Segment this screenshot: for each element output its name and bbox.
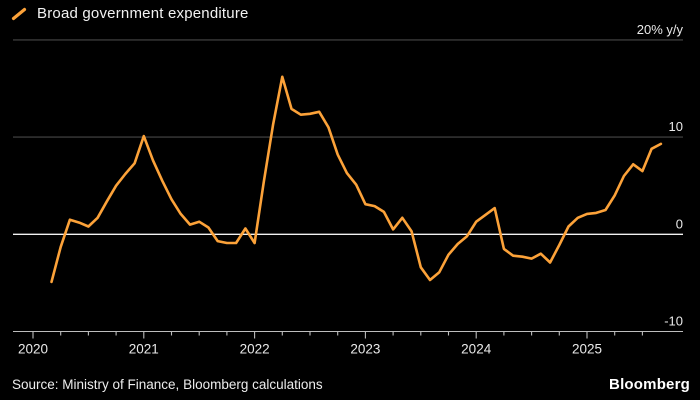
- x-tick-label-2023: 2023: [350, 342, 380, 357]
- source-text: Source: Ministry of Finance, Bloomberg c…: [12, 377, 323, 392]
- legend-marker-icon: [11, 7, 27, 20]
- x-tick-label-2021: 2021: [129, 342, 159, 357]
- chart-footer: Source: Ministry of Finance, Bloomberg c…: [12, 376, 690, 393]
- y-tick-label--10: -10: [664, 314, 683, 329]
- series-line: [50, 75, 663, 284]
- legend-line-icon: [11, 7, 27, 20]
- x-tick-label-2025: 2025: [572, 342, 602, 357]
- x-tick-label-2024: 2024: [461, 342, 492, 357]
- x-tick-label-2020: 2020: [18, 342, 48, 357]
- chart-header: Broad government expenditure: [11, 5, 249, 22]
- bloomberg-logo: Bloomberg: [609, 376, 690, 393]
- x-tick-label-2022: 2022: [240, 342, 270, 357]
- y-tick-label-20: 20% y/y: [637, 22, 684, 37]
- y-tick-label-10: 10: [669, 119, 683, 134]
- chart-title: Broad government expenditure: [37, 5, 249, 22]
- y-tick-label-0: 0: [676, 216, 683, 231]
